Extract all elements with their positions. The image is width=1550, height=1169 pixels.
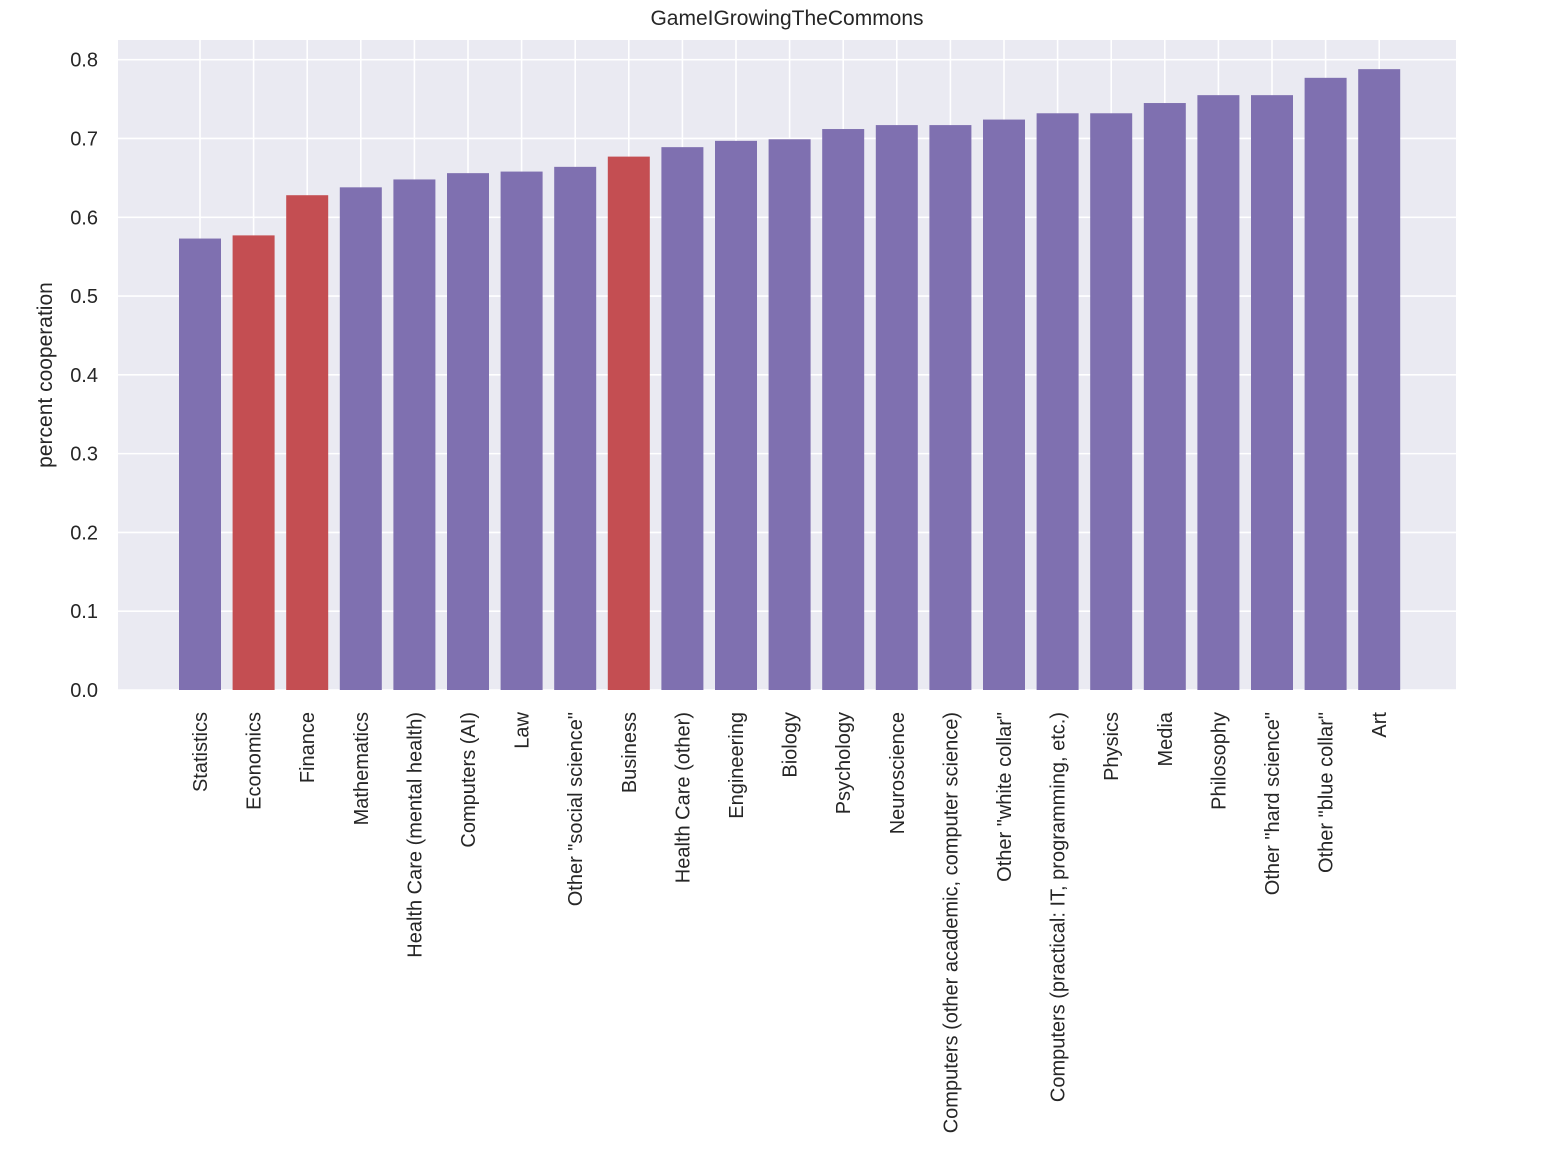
bar-economics: [232, 235, 275, 691]
x-tick-label: Mathematics: [351, 712, 373, 825]
x-tick-label: Psychology: [833, 712, 855, 814]
x-tick-label: Art: [1369, 712, 1391, 738]
x-tick-label: Other "social science": [565, 712, 587, 906]
x-tick-label: Law: [512, 711, 534, 748]
x-tick-label: Health Care (other): [672, 712, 694, 883]
x-tick-label: Philosophy: [1208, 712, 1230, 810]
bar-mathematics: [339, 187, 382, 691]
bar-philosophy: [1197, 95, 1240, 691]
bar-law: [500, 171, 543, 691]
bar-neuroscience: [875, 125, 918, 690]
bar-other-hard-science: [1251, 95, 1293, 691]
x-tick-label: Biology: [780, 712, 802, 778]
x-tick-label: Statistics: [190, 712, 212, 792]
x-tick-label: Other "blue collar": [1316, 712, 1338, 873]
bar-art: [1358, 69, 1401, 691]
y-tick-labels: 0.0 0.1 0.2 0.3 0.4 0.5 0.6 0.7 0.8: [70, 50, 98, 702]
x-tick-label: Other "hard science": [1262, 712, 1284, 895]
x-tick-labels: Statistics Economics Finance Mathematics Hea…: [190, 711, 1391, 1133]
y-tick-label: 0.5: [70, 286, 98, 308]
x-tick-label: Economics: [244, 712, 266, 810]
x-tick-label: Computers (AI): [458, 712, 480, 848]
y-tick-label: 0.2: [70, 522, 98, 544]
bar-other-social-science: [554, 166, 597, 690]
bar-computers-other-academic-computer-science: [929, 125, 972, 690]
bar-media: [1143, 103, 1186, 691]
bar-other-white-collar: [983, 119, 1025, 691]
x-tick-label: Finance: [297, 712, 319, 783]
y-tick-label: 0.6: [70, 207, 98, 229]
bar-computers-practical-it-programming-etc: [1036, 113, 1079, 691]
bar-other-blue-collar: [1304, 77, 1347, 691]
y-tick-label: 0.4: [70, 365, 98, 387]
bar-health-care-mental-health: [393, 179, 436, 691]
bar-computers-ai: [447, 173, 489, 691]
x-tick-label: Business: [619, 712, 641, 793]
x-tick-label: Neuroscience: [887, 712, 909, 834]
y-tick-label: 0.3: [70, 444, 98, 466]
chart-title: GameIGrowingTheCommons: [650, 7, 923, 30]
bar-physics: [1090, 113, 1133, 691]
x-tick-label: Physics: [1101, 712, 1123, 781]
bar-biology: [768, 139, 811, 691]
bar-health-care-other: [661, 147, 704, 691]
x-tick-label: Other "white collar": [994, 712, 1016, 882]
y-axis-label: percent cooperation: [34, 282, 57, 468]
y-tick-label: 0.0: [70, 680, 98, 702]
bar-finance: [286, 195, 329, 690]
x-tick-label: Computers (other academic, computer scie…: [940, 712, 962, 1133]
x-tick-label: Media: [1155, 711, 1177, 766]
bar-business: [607, 156, 650, 690]
x-tick-label: Computers (practical: IT, programming, e…: [1048, 712, 1070, 1102]
y-tick-label: 0.8: [70, 50, 98, 72]
bar-engineering: [715, 140, 757, 690]
bar-psychology: [822, 129, 865, 691]
bars: [179, 69, 1401, 691]
x-tick-label: Health Care (mental health): [404, 712, 426, 958]
x-tick-label: Engineering: [726, 712, 748, 819]
bar-statistics: [179, 238, 221, 690]
y-tick-label: 0.7: [70, 128, 98, 150]
y-tick-label: 0.1: [70, 601, 98, 623]
